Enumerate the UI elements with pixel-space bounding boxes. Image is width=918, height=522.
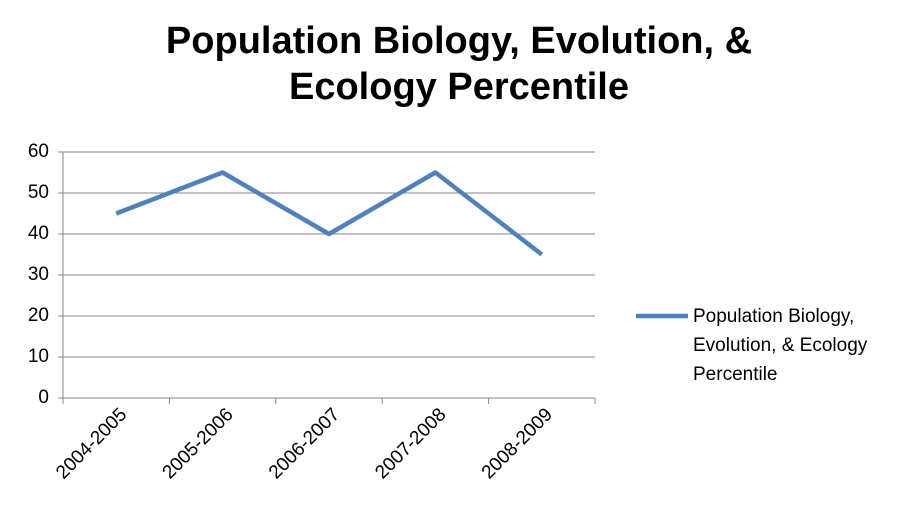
x-tick-label: 2005-2006 bbox=[159, 404, 238, 483]
chart-title: Population Biology, Evolution, & Ecology… bbox=[165, 20, 753, 108]
x-tick-label: 2008-2009 bbox=[478, 404, 557, 483]
y-tick-label: 0 bbox=[38, 387, 49, 408]
y-tick-label: 20 bbox=[28, 305, 49, 326]
y-tick-label: 60 bbox=[28, 141, 49, 162]
y-tick-label: 40 bbox=[28, 223, 49, 244]
y-tick-label: 30 bbox=[28, 264, 49, 285]
y-tick-label: 50 bbox=[28, 182, 49, 203]
x-tick-label: 2007-2008 bbox=[371, 404, 450, 483]
line-series bbox=[115, 170, 544, 257]
y-tick-label: 10 bbox=[28, 346, 49, 367]
x-tick-label: 2004-2005 bbox=[52, 404, 131, 483]
legend-label: Population Biology, Evolution, & Ecology… bbox=[693, 306, 868, 385]
x-tick-label: 2006-2007 bbox=[265, 404, 344, 483]
